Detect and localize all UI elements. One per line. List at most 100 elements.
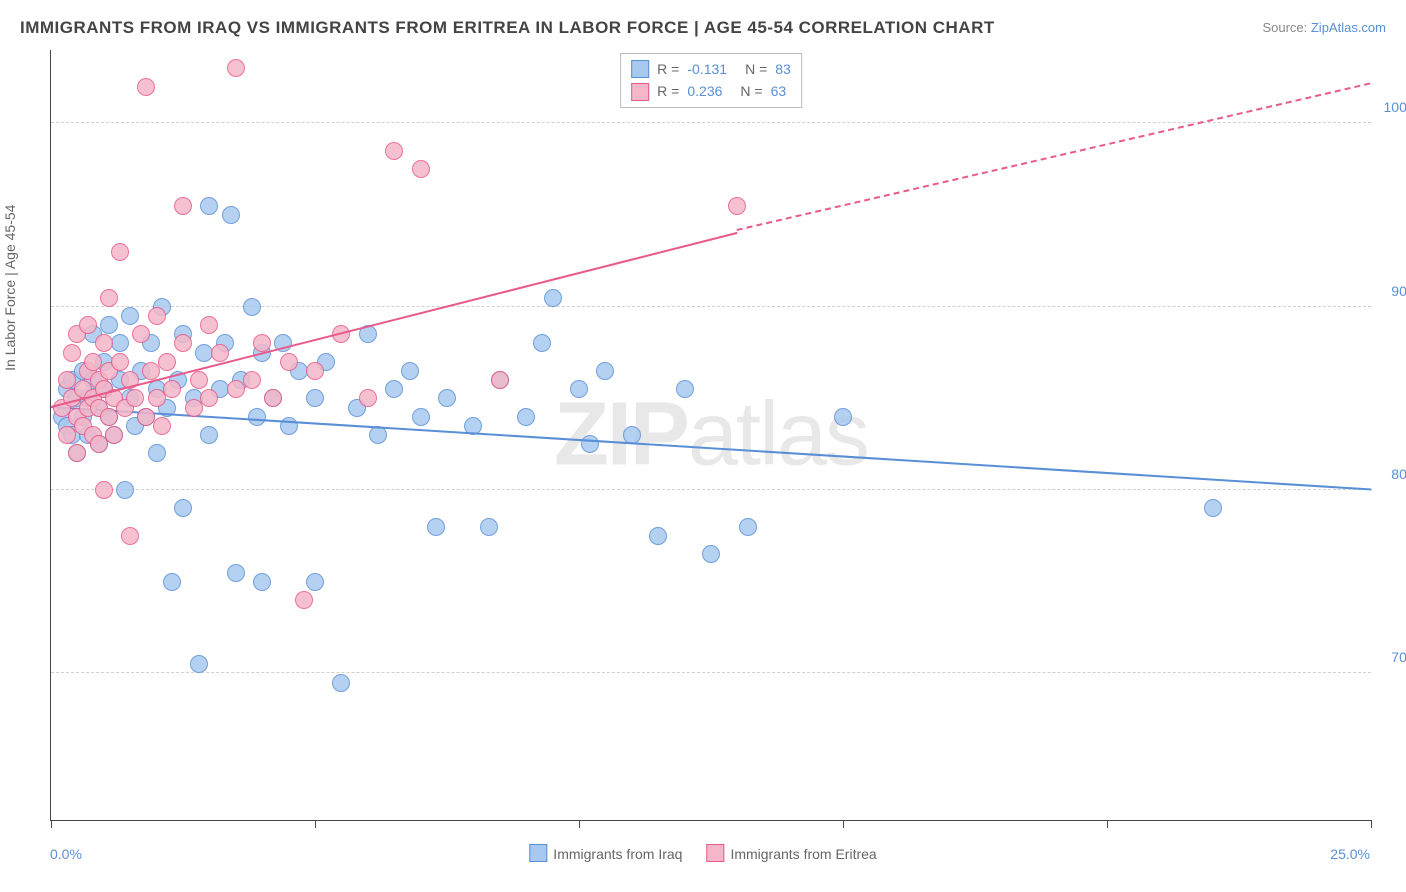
trendline-iraq [51, 406, 1371, 490]
scatter-point-eritrea [121, 527, 139, 545]
scatter-point-iraq [100, 316, 118, 334]
series-legend-item-iraq: Immigrants from Iraq [529, 844, 682, 862]
correlation-legend-row-iraq: R = -0.131 N = 83 [631, 58, 791, 80]
scatter-point-eritrea [185, 399, 203, 417]
scatter-point-eritrea [111, 243, 129, 261]
scatter-point-iraq [739, 518, 757, 536]
scatter-point-eritrea [174, 334, 192, 352]
scatter-point-eritrea [211, 344, 229, 362]
scatter-point-eritrea [148, 307, 166, 325]
scatter-point-iraq [544, 289, 562, 307]
scatter-point-eritrea [58, 426, 76, 444]
scatter-point-eritrea [227, 59, 245, 77]
scatter-point-eritrea [63, 344, 81, 362]
scatter-point-eritrea [728, 197, 746, 215]
x-tick [843, 820, 844, 828]
scatter-point-eritrea [200, 389, 218, 407]
series-legend-label: Immigrants from Eritrea [730, 846, 876, 862]
x-tick [579, 820, 580, 828]
scatter-point-iraq [222, 206, 240, 224]
scatter-point-iraq [121, 307, 139, 325]
scatter-point-eritrea [359, 389, 377, 407]
scatter-point-iraq [306, 389, 324, 407]
scatter-point-iraq [581, 435, 599, 453]
scatter-point-iraq [1204, 499, 1222, 517]
y-tick-label: 90.0% [1381, 283, 1406, 299]
scatter-point-iraq [111, 334, 129, 352]
r-value: -0.131 [687, 58, 727, 80]
y-tick-label: 100.0% [1381, 99, 1406, 115]
correlation-legend-row-eritrea: R =0.236N =63 [631, 80, 791, 102]
gridline-horizontal [51, 672, 1371, 673]
trendline-dash-eritrea [737, 83, 1371, 234]
legend-swatch-iraq [631, 60, 649, 78]
scatter-point-eritrea [306, 362, 324, 380]
scatter-point-iraq [200, 197, 218, 215]
scatter-point-eritrea [137, 78, 155, 96]
scatter-point-eritrea [95, 334, 113, 352]
watermark-suffix: atlas [688, 385, 868, 485]
n-value: 83 [775, 58, 791, 80]
chart-title: IMMIGRANTS FROM IRAQ VS IMMIGRANTS FROM … [20, 18, 995, 38]
y-tick-label: 80.0% [1381, 466, 1406, 482]
scatter-point-eritrea [412, 160, 430, 178]
scatter-point-iraq [148, 444, 166, 462]
scatter-point-iraq [427, 518, 445, 536]
scatter-point-iraq [200, 426, 218, 444]
x-axis-min-label: 0.0% [50, 846, 82, 862]
scatter-point-iraq [438, 389, 456, 407]
scatter-point-iraq [834, 408, 852, 426]
scatter-point-iraq [332, 674, 350, 692]
x-tick [315, 820, 316, 828]
series-legend-label: Immigrants from Iraq [553, 846, 682, 862]
n-label: N = [745, 58, 767, 80]
scatter-point-eritrea [190, 371, 208, 389]
scatter-point-iraq [480, 518, 498, 536]
n-label: N = [740, 80, 762, 102]
legend-swatch-iraq [529, 844, 547, 862]
scatter-point-eritrea [148, 389, 166, 407]
scatter-point-iraq [649, 527, 667, 545]
scatter-point-eritrea [79, 316, 97, 334]
y-tick-label: 70.0% [1381, 649, 1406, 665]
scatter-point-eritrea [95, 481, 113, 499]
r-value: 0.236 [687, 80, 722, 102]
x-axis-max-label: 25.0% [1330, 846, 1370, 862]
scatter-point-iraq [596, 362, 614, 380]
scatter-point-iraq [248, 408, 266, 426]
scatter-point-eritrea [280, 353, 298, 371]
scatter-point-eritrea [142, 362, 160, 380]
scatter-point-iraq [227, 564, 245, 582]
watermark-prefix: ZIP [554, 385, 688, 485]
scatter-point-iraq [174, 499, 192, 517]
series-legend-item-eritrea: Immigrants from Eritrea [706, 844, 876, 862]
correlation-legend: R =-0.131N =83R =0.236N =63 [620, 53, 802, 108]
scatter-point-eritrea [100, 289, 118, 307]
source-attribution: Source: ZipAtlas.com [1262, 20, 1386, 35]
scatter-point-eritrea [132, 325, 150, 343]
scatter-point-eritrea [153, 417, 171, 435]
scatter-point-iraq [243, 298, 261, 316]
watermark: ZIPatlas [554, 384, 868, 487]
scatter-point-eritrea [264, 389, 282, 407]
scatter-point-iraq [253, 573, 271, 591]
scatter-point-eritrea [295, 591, 313, 609]
scatter-point-eritrea [90, 435, 108, 453]
gridline-horizontal [51, 122, 1371, 123]
scatter-point-iraq [533, 334, 551, 352]
scatter-point-eritrea [163, 380, 181, 398]
x-tick [51, 820, 52, 828]
scatter-plot-area: ZIPatlas R =-0.131N =83R =0.236N =63 70.… [50, 50, 1371, 821]
scatter-point-eritrea [491, 371, 509, 389]
scatter-point-iraq [676, 380, 694, 398]
r-label: R = [657, 58, 679, 80]
scatter-point-iraq [517, 408, 535, 426]
scatter-point-iraq [401, 362, 419, 380]
x-tick [1107, 820, 1108, 828]
scatter-point-iraq [190, 655, 208, 673]
scatter-point-eritrea [126, 389, 144, 407]
scatter-point-eritrea [385, 142, 403, 160]
scatter-point-iraq [412, 408, 430, 426]
scatter-point-iraq [570, 380, 588, 398]
scatter-point-eritrea [111, 353, 129, 371]
